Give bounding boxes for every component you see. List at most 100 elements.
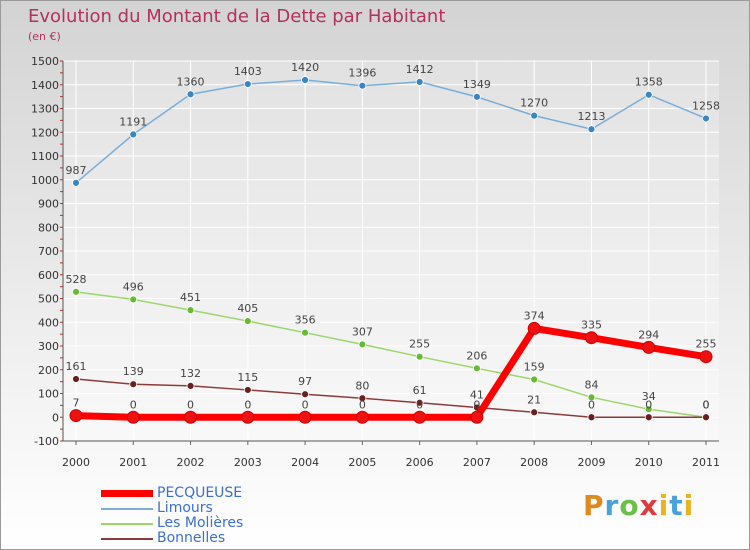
data-point [186, 381, 195, 390]
data-label: 307 [352, 325, 373, 338]
data-label: 356 [295, 314, 316, 327]
data-label: 161 [66, 360, 87, 373]
data-label: 139 [123, 365, 144, 378]
data-label: 97 [298, 375, 312, 388]
y-tick-label: 1000 [31, 174, 59, 187]
series-line [75, 378, 707, 418]
y-tick-label: 1100 [31, 150, 59, 163]
data-label: 1360 [177, 75, 205, 88]
data-label: 451 [180, 291, 201, 304]
data-point [702, 114, 710, 123]
series-line [75, 79, 707, 184]
series-line [75, 291, 707, 418]
x-tick-label: 2000 [62, 456, 90, 469]
data-point [358, 81, 367, 90]
legend-swatch [101, 537, 153, 540]
data-point [129, 295, 138, 304]
data-label: 61 [413, 384, 427, 397]
y-tick-label: 500 [38, 293, 59, 306]
data-point [358, 394, 367, 403]
data-label: 115 [237, 371, 258, 384]
data-label: 255 [409, 338, 430, 351]
x-tick-label: 2006 [406, 456, 434, 469]
data-point [129, 130, 138, 139]
legend-item: PECQUEUSE [101, 486, 243, 501]
data-point [644, 413, 653, 422]
y-tick-label: 400 [38, 316, 59, 329]
x-tick-label: 2002 [177, 456, 205, 469]
data-label: 132 [180, 367, 201, 380]
chart-title: Evolution du Montant de la Dette par Hab… [28, 6, 446, 27]
y-tick-label: 300 [38, 340, 59, 353]
y-tick-label: 1400 [31, 79, 59, 92]
data-label: 1349 [463, 78, 491, 91]
data-label: 1420 [291, 61, 319, 74]
data-point [126, 410, 140, 424]
legend-swatch [101, 522, 153, 525]
data-point [587, 125, 596, 134]
legend-label: Bonnelles [157, 530, 226, 546]
data-label: 21 [527, 393, 541, 406]
data-point [470, 410, 484, 424]
legend-swatch [101, 507, 153, 510]
data-label: 0 [130, 398, 137, 411]
x-tick-label: 2001 [119, 456, 147, 469]
data-label: 34 [642, 390, 656, 403]
y-tick-label: 700 [38, 245, 59, 258]
data-label: 496 [123, 280, 144, 293]
data-point [527, 321, 541, 335]
data-label: 0 [703, 398, 710, 411]
legend-label: PECQUEUSE [157, 485, 243, 501]
x-tick-label: 2010 [635, 456, 663, 469]
data-label: 206 [466, 349, 487, 362]
data-label: 987 [66, 164, 87, 177]
data-label: 0 [703, 398, 710, 411]
data-point [413, 410, 427, 424]
logo-letter: i [683, 489, 695, 522]
data-point [243, 317, 252, 325]
series-line [72, 324, 710, 421]
data-label: 255 [696, 338, 717, 351]
logo-letter: x [639, 489, 659, 522]
data-label: 0 [359, 398, 366, 411]
y-tick-label: 200 [38, 364, 59, 377]
data-point [530, 375, 539, 384]
x-tick-label: 2003 [234, 456, 262, 469]
legend-label: Les Molières [157, 515, 244, 531]
data-point [72, 375, 80, 383]
legend-item: Limours [101, 501, 243, 516]
data-point [243, 386, 252, 394]
data-point [72, 287, 80, 296]
data-label: 84 [584, 378, 598, 391]
legend-item: Les Molières [101, 516, 243, 531]
data-point [584, 331, 598, 345]
data-point [587, 393, 596, 402]
legend-item: Bonnelles [101, 531, 243, 546]
data-label: 1396 [348, 67, 376, 80]
data-point [243, 80, 252, 88]
x-tick-label: 2007 [463, 456, 491, 469]
y-tick-label: 900 [38, 198, 59, 211]
data-point [355, 410, 369, 424]
data-point [415, 78, 424, 86]
data-point [644, 405, 653, 414]
data-label: 0 [588, 398, 595, 411]
data-label: 1258 [692, 99, 720, 112]
data-label: 1403 [234, 65, 262, 78]
y-tick-label: 0 [52, 411, 59, 424]
y-tick-label: 1500 [31, 55, 59, 68]
y-tick-label: -100 [34, 435, 59, 448]
data-label: 528 [66, 273, 87, 286]
data-label: 7 [73, 397, 80, 410]
x-tick-label: 2011 [692, 456, 720, 469]
x-tick-label: 2004 [291, 456, 319, 469]
logo-letter: r [604, 489, 620, 522]
data-label: 0 [416, 398, 423, 411]
y-tick-label: 800 [38, 221, 59, 234]
data-label: 0 [187, 398, 194, 411]
chart-unit: (en €) [28, 30, 61, 43]
data-point [184, 410, 198, 424]
data-point [186, 306, 195, 315]
